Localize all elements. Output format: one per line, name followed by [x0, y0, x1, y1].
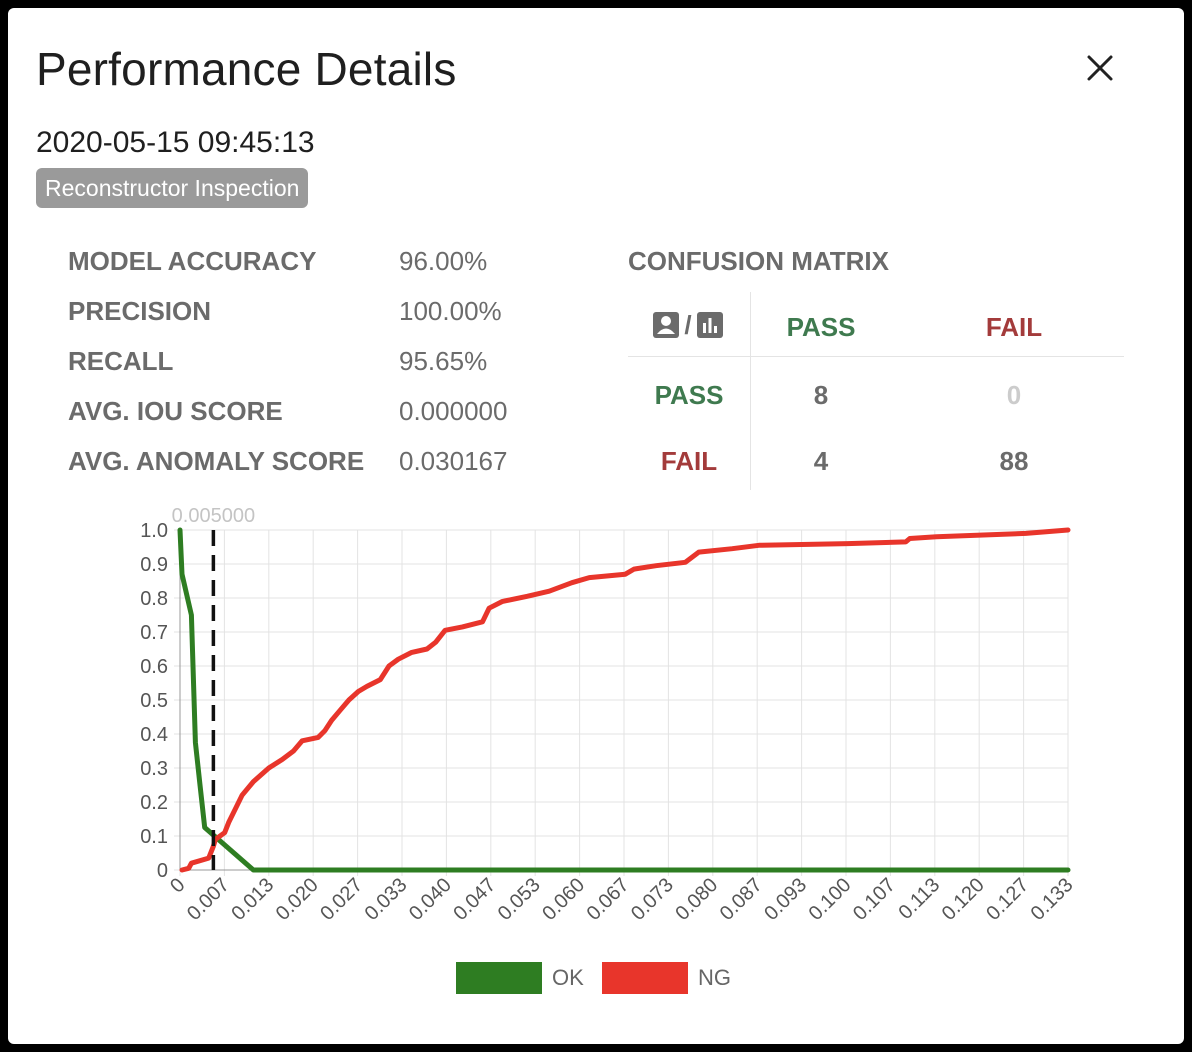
threshold-label: 0.005000 [172, 505, 255, 527]
x-tick-label: 0.120 [938, 874, 989, 925]
metric-row-accuracy: MODEL ACCURACY 96.00% [68, 236, 588, 286]
metric-row-anomaly: AVG. ANOMALY SCORE 0.030167 [68, 436, 588, 486]
inspection-type-badge: Reconstructor Inspection [36, 168, 309, 208]
page-title: Performance Details [36, 43, 457, 95]
x-tick-label: 0.027 [316, 874, 367, 925]
legend-label: OK [552, 965, 584, 990]
x-tick-label: 0.033 [361, 874, 412, 925]
metric-label: PRECISION [68, 296, 212, 326]
metric-value: 95.65% [399, 346, 488, 376]
confusion-matrix-divider [750, 292, 751, 490]
x-tick-label: 0.020 [272, 874, 323, 925]
series-line-ng [179, 527, 1071, 873]
legend-swatch-ok [456, 962, 542, 994]
x-tick-label: 0.007 [183, 874, 234, 925]
x-tick-label: 0.040 [405, 874, 456, 925]
metric-value: 100.00% [399, 296, 502, 326]
y-tick-label: 0.4 [140, 724, 168, 746]
metric-value: 0.030167 [399, 446, 508, 476]
cell-pass-pass: 8 [813, 380, 829, 410]
x-tick-label: 0 [166, 874, 189, 897]
x-tick-label: 0.133 [1027, 874, 1078, 925]
legend-item-ok[interactable]: OK [456, 962, 584, 994]
x-tick-label: 0.013 [227, 874, 278, 925]
close-icon [1087, 55, 1113, 81]
y-tick-label: 0 [157, 860, 168, 882]
close-button[interactable] [1076, 44, 1124, 92]
cell-fail-pass: 4 [813, 446, 829, 476]
legend-label: NG [698, 965, 731, 990]
column-header-fail: FAIL [985, 312, 1043, 342]
y-tick-label: 0.7 [140, 622, 168, 644]
metric-value: 96.00% [399, 246, 488, 276]
series-line-ok [177, 527, 1071, 873]
x-tick-label: 0.113 [894, 874, 944, 924]
confusion-matrix-divider [628, 356, 1124, 357]
metric-label: RECALL [68, 346, 174, 376]
x-tick-label: 0.127 [982, 874, 1033, 925]
metric-label: AVG. ANOMALY SCORE [68, 446, 365, 476]
metric-row-recall: RECALL 95.65% [68, 336, 588, 386]
x-tick-label: 0.053 [494, 874, 545, 925]
legend-item-ng[interactable]: NG [602, 962, 731, 994]
y-tick-label: 0.3 [140, 758, 168, 780]
x-tick-label: 0.093 [760, 874, 811, 925]
metric-row-precision: PRECISION 100.00% [68, 286, 588, 336]
y-tick-label: 0.8 [140, 588, 168, 610]
row-header-fail: FAIL [660, 446, 718, 476]
x-tick-label: 0.047 [449, 874, 500, 925]
x-tick-label: 0.060 [538, 874, 589, 925]
metric-value: 0.000000 [399, 396, 508, 426]
y-tick-label: 0.9 [140, 554, 168, 576]
bar-chart-icon [696, 312, 723, 338]
metric-row-iou: AVG. IOU SCORE 0.000000 [68, 386, 588, 436]
x-tick-label: 0.073 [627, 874, 678, 925]
cell-pass-fail: 0 [1006, 380, 1022, 410]
x-tick-label: 0.087 [716, 874, 767, 925]
x-tick-label: 0.067 [583, 874, 634, 925]
metric-label: AVG. IOU SCORE [68, 396, 283, 426]
y-tick-label: 0.2 [140, 792, 168, 814]
header-separator: / [684, 309, 692, 340]
x-tick-label: 0.100 [805, 874, 856, 925]
timestamp: 2020-05-15 09:45:13 [36, 126, 315, 159]
column-header-pass: PASS [786, 312, 856, 342]
cell-fail-fail: 88 [999, 446, 1029, 476]
row-header-pass: PASS [654, 380, 724, 410]
performance-dialog: Performance Details 2020-05-15 09:45:13 … [8, 8, 1184, 1044]
y-tick-label: 0.6 [140, 656, 168, 678]
confusion-matrix-title: CONFUSION MATRIX [628, 246, 889, 276]
metric-label: MODEL ACCURACY [68, 246, 317, 276]
x-tick-label: 0.080 [671, 874, 722, 925]
y-tick-label: 0.1 [140, 826, 168, 848]
y-tick-label: 0.5 [140, 690, 168, 712]
legend-swatch-ng [602, 962, 688, 994]
x-tick-label: 0.107 [849, 874, 900, 925]
confusion-matrix-corner: / [648, 310, 728, 340]
score-distribution-chart: 00.10.20.30.40.50.60.70.80.91.000.0070.0… [140, 505, 1078, 925]
user-icon [653, 312, 680, 338]
y-tick-label: 1.0 [140, 520, 168, 542]
